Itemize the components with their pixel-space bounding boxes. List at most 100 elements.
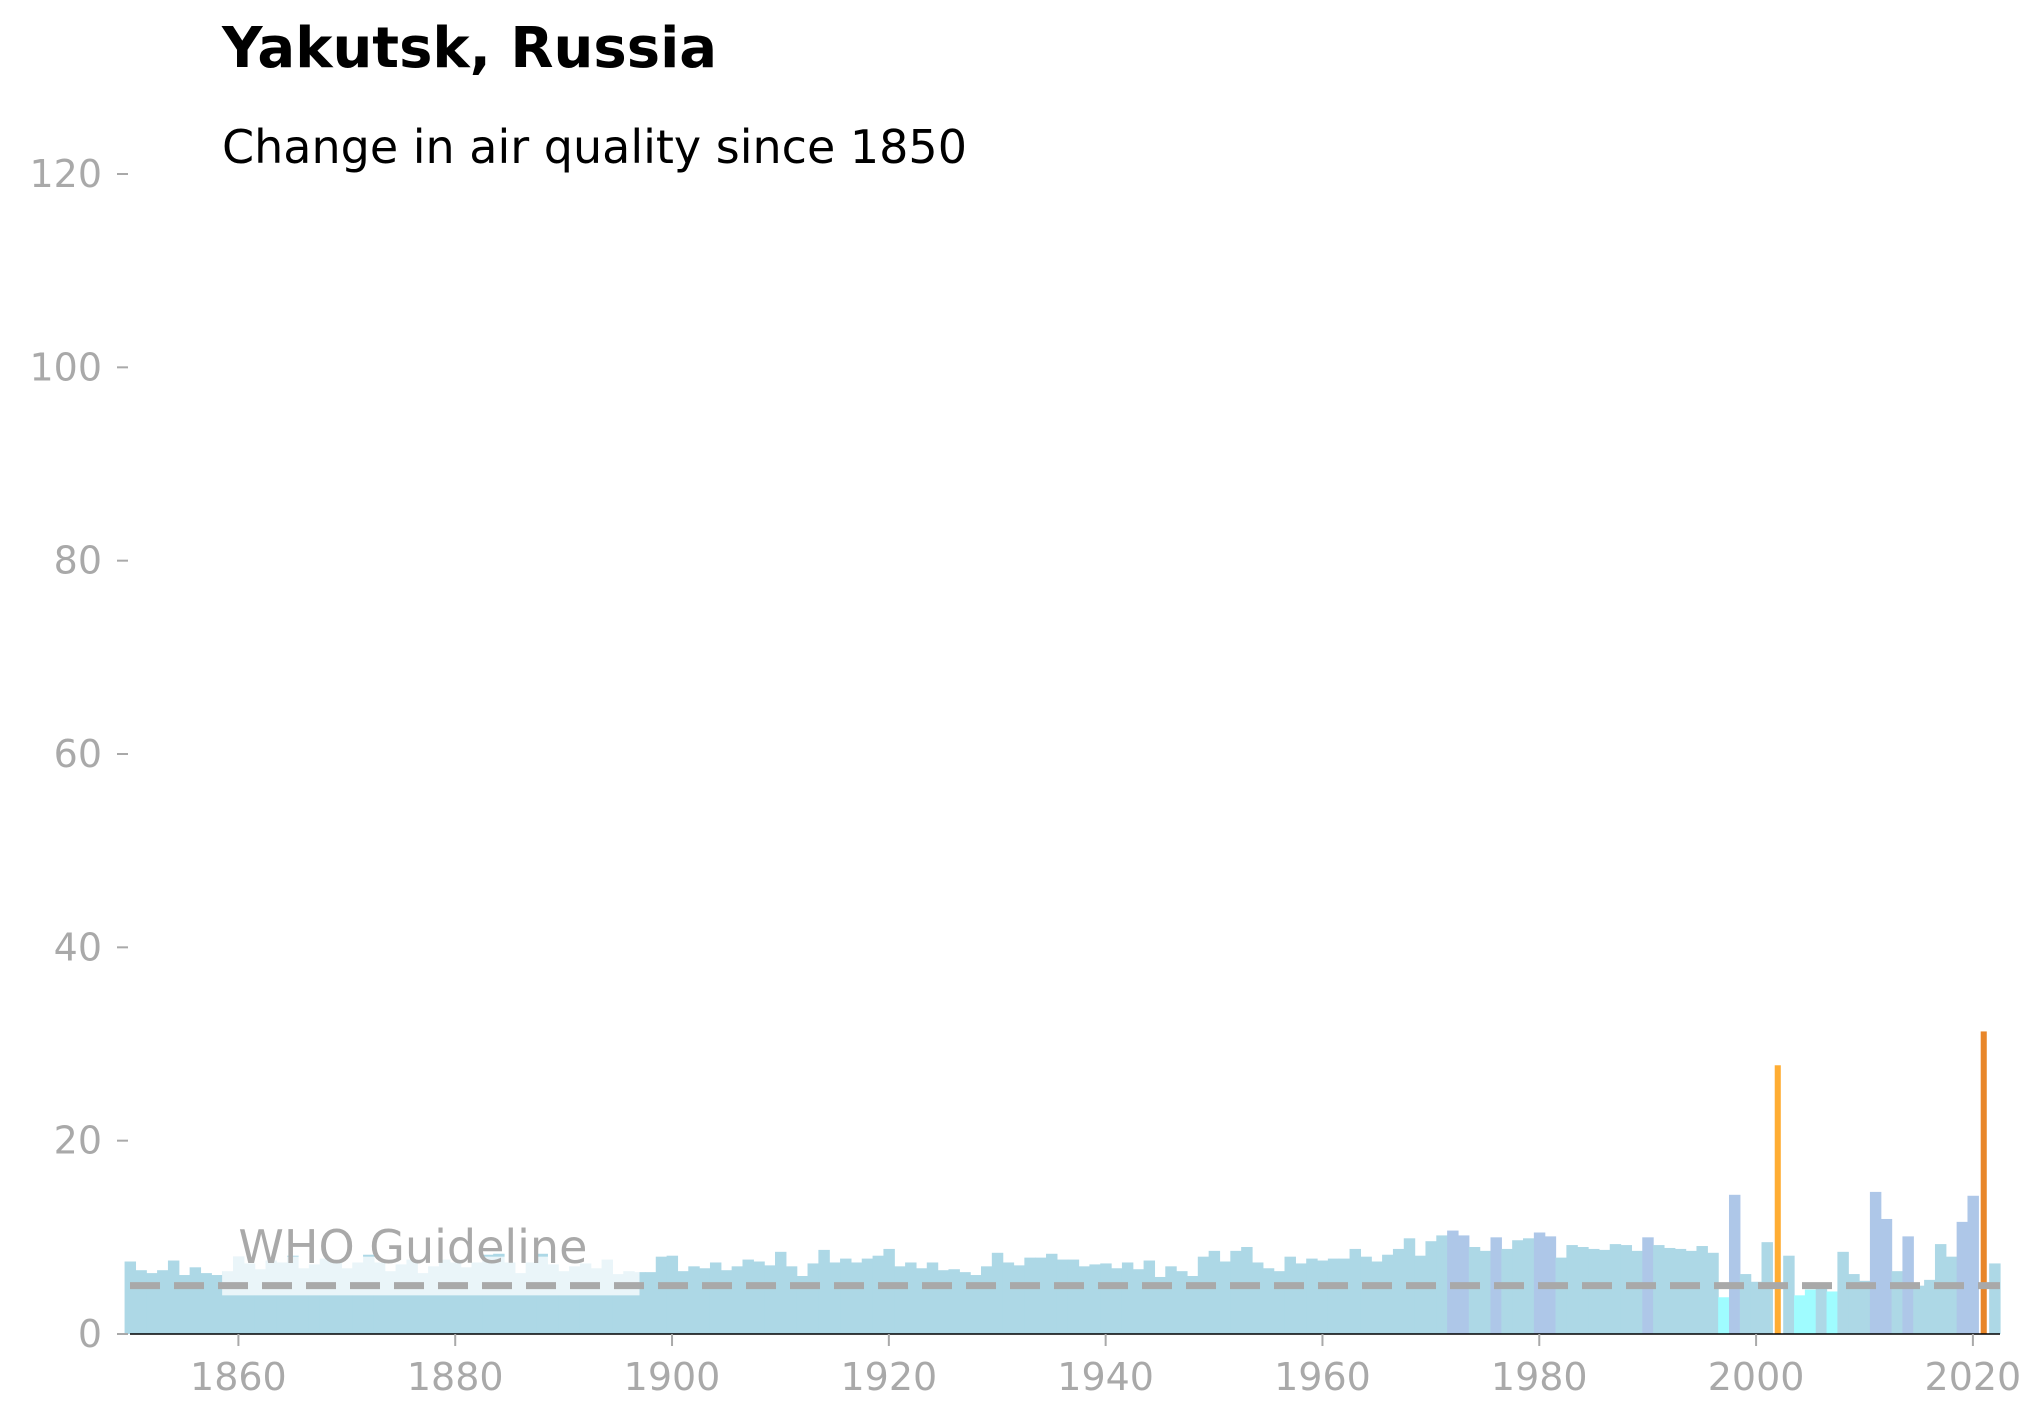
bar-1929 (980, 1266, 993, 1334)
bar-1960 (1317, 1260, 1329, 1334)
bar-1899 (655, 1256, 668, 1334)
bar-1916 (840, 1258, 852, 1334)
bar-1958 (1295, 1263, 1307, 1334)
bar-1948 (1186, 1276, 1199, 1334)
bar-1956 (1273, 1271, 1286, 1334)
bar-2013 (1891, 1271, 1904, 1334)
bar-1861 (243, 1263, 256, 1334)
bar-1965 (1371, 1261, 1383, 1334)
bar-1939 (1089, 1264, 1101, 1334)
bar-1941 (1111, 1268, 1123, 1334)
bar-1908 (753, 1261, 765, 1334)
bar-1931 (1002, 1262, 1015, 1334)
bar-1952 (1230, 1250, 1242, 1334)
bar-1927 (959, 1272, 971, 1334)
bar-2006 (1815, 1285, 1828, 1334)
bar-2016 (1924, 1279, 1936, 1334)
bar-1900 (666, 1255, 679, 1334)
bar-1914 (818, 1249, 830, 1334)
bar-1850 (124, 1261, 137, 1334)
bar-1988 (1620, 1245, 1633, 1334)
bar-1920 (883, 1248, 895, 1334)
bar-1986 (1598, 1249, 1611, 1334)
bar-1886 (514, 1273, 527, 1334)
bar-2018 (1945, 1256, 1958, 1334)
y-tick-label-100: 100 (29, 345, 102, 389)
bar-1860 (232, 1256, 245, 1334)
bar-1851 (135, 1270, 147, 1334)
bar-1938 (1078, 1266, 1090, 1334)
bar-1903 (699, 1268, 711, 1334)
bar-2021 (1980, 1031, 1987, 1334)
bar-1977 (1501, 1248, 1513, 1334)
bar-1974 (1468, 1247, 1481, 1334)
bar-1984 (1577, 1247, 1589, 1334)
bar-1944 (1143, 1260, 1156, 1334)
bar-1909 (764, 1265, 776, 1334)
bar-1869 (330, 1261, 342, 1334)
bar-1875 (395, 1264, 408, 1334)
bar-1897 (634, 1272, 646, 1334)
bar-1955 (1262, 1268, 1275, 1334)
bar-2009 (1848, 1274, 1860, 1334)
x-tick-label-2000: 2000 (1708, 1355, 1805, 1399)
chart-title: Yakutsk, Russia (222, 16, 718, 81)
bar-1913 (807, 1263, 819, 1334)
bar-1950 (1208, 1250, 1221, 1334)
bar-1971 (1436, 1235, 1448, 1334)
bar-1893 (590, 1268, 603, 1334)
y-tick-label-60: 60 (54, 732, 102, 776)
bar-1959 (1306, 1258, 1318, 1334)
bar-1918 (861, 1258, 874, 1334)
bar-1891 (569, 1266, 581, 1334)
bar-1885 (504, 1262, 516, 1334)
bar-2015 (1913, 1285, 1925, 1334)
bar-1963 (1349, 1248, 1362, 1334)
bar-1979 (1523, 1238, 1535, 1334)
bar-1926 (948, 1269, 960, 1334)
x-tick-label-1960: 1960 (1274, 1355, 1371, 1399)
x-tick-label-1980: 1980 (1491, 1355, 1588, 1399)
bar-1873 (373, 1262, 386, 1334)
bar-1961 (1327, 1258, 1340, 1334)
bar-1878 (428, 1266, 440, 1334)
bar-1882 (471, 1262, 483, 1334)
bar-1864 (276, 1262, 288, 1334)
bar-1866 (298, 1268, 310, 1334)
bar-1991 (1653, 1245, 1665, 1334)
bar-2022 (1989, 1263, 2001, 1334)
bar-1998 (1728, 1194, 1741, 1334)
bar-2004 (1794, 1295, 1806, 1334)
bar-1904 (709, 1262, 722, 1334)
bar-1868 (319, 1258, 332, 1334)
bar-1995 (1696, 1246, 1708, 1334)
bar-1925 (937, 1270, 950, 1334)
bar-1942 (1121, 1262, 1134, 1334)
bar-1906 (731, 1266, 744, 1334)
x-tick-label-1900: 1900 (624, 1355, 721, 1399)
y-tick-label-20: 20 (54, 1119, 102, 1163)
bar-1996 (1707, 1252, 1719, 1334)
bar-1945 (1154, 1276, 1166, 1334)
bar-1856 (189, 1267, 202, 1334)
x-axis-ticks: 1860 1880 1900 1920 1940 1960 1980 2000 2020 (190, 1334, 2021, 1399)
bar-1905 (720, 1270, 733, 1334)
bar-2011 (1869, 1191, 1882, 1334)
bar-1915 (829, 1262, 841, 1334)
bar-1953 (1241, 1247, 1253, 1334)
bar-2007 (1826, 1291, 1838, 1334)
bar-1985 (1588, 1248, 1600, 1334)
bar-1923 (915, 1268, 928, 1334)
bar-1912 (796, 1276, 809, 1334)
y-tick-label-40: 40 (54, 925, 102, 969)
y-tick-label-80: 80 (54, 539, 102, 583)
bar-1999 (1739, 1274, 1752, 1334)
bar-1957 (1284, 1256, 1296, 1334)
bar-1896 (623, 1271, 635, 1334)
bar-1858 (211, 1275, 223, 1334)
bar-1880 (449, 1262, 462, 1334)
bar-2005 (1804, 1289, 1817, 1334)
y-tick-label-120: 120 (29, 152, 102, 196)
bar-1969 (1414, 1255, 1427, 1334)
bar-1867 (308, 1264, 321, 1334)
